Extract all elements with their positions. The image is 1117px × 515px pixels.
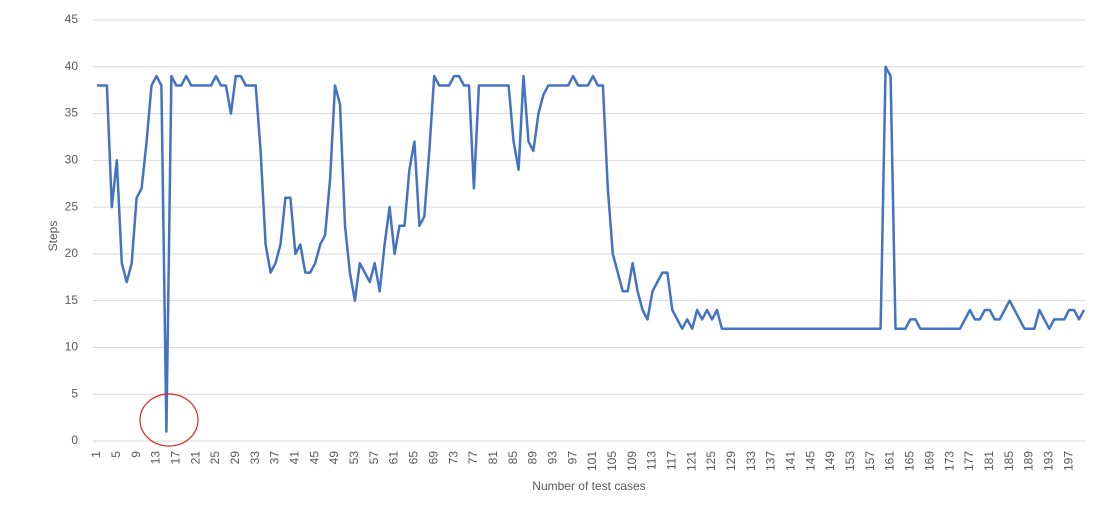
x-tick-label: 181: [982, 451, 996, 471]
x-tick-label: 149: [823, 451, 837, 471]
y-tick-label: 0: [71, 433, 78, 447]
x-tick-label: 173: [942, 451, 956, 471]
y-tick-label: 5: [71, 386, 78, 400]
x-tick-label: 17: [168, 451, 182, 465]
x-tick-label: 29: [228, 451, 242, 465]
x-tick-label: 193: [1041, 451, 1055, 471]
x-tick-label: 21: [188, 451, 202, 465]
y-tick-label: 45: [65, 12, 79, 26]
x-tick-label: 57: [367, 451, 381, 465]
highlight-circle: [139, 393, 199, 447]
x-tick-label: 53: [347, 451, 361, 465]
y-tick-label: 15: [65, 293, 79, 307]
x-tick-label: 153: [843, 451, 857, 471]
x-tick-label: 85: [506, 451, 520, 465]
y-tick-label: 40: [65, 59, 79, 73]
x-tick-label: 141: [784, 451, 798, 471]
x-tick-label: 93: [545, 451, 559, 465]
x-tick-label: 197: [1061, 451, 1075, 471]
x-tick-label: 165: [903, 451, 917, 471]
x-tick-label: 157: [863, 451, 877, 471]
y-tick-label: 10: [65, 340, 79, 354]
x-tick-label: 125: [704, 451, 718, 471]
x-tick-label: 189: [1022, 451, 1036, 471]
x-tick-label: 73: [446, 451, 460, 465]
x-tick-label: 185: [1002, 451, 1016, 471]
y-axis-title: Steps: [46, 221, 60, 252]
x-tick-label: 101: [585, 451, 599, 471]
x-tick-label: 9: [129, 451, 143, 458]
y-tick-label: 25: [65, 199, 79, 213]
x-tick-label: 69: [426, 451, 440, 465]
y-tick-label: 35: [65, 106, 79, 120]
x-tick-label: 113: [645, 451, 659, 470]
x-tick-label: 89: [526, 451, 540, 465]
x-tick-label: 97: [565, 451, 579, 465]
x-tick-label: 77: [466, 451, 480, 465]
x-tick-label: 5: [109, 451, 123, 458]
x-tick-label: 117: [664, 451, 678, 470]
data-line: [97, 65, 1086, 433]
x-tick-label: 129: [724, 451, 738, 471]
x-axis-title: Number of test cases: [532, 479, 645, 493]
x-tick-label: 177: [962, 451, 976, 471]
x-tick-label: 45: [307, 451, 321, 465]
x-tick-label: 109: [625, 451, 639, 471]
x-tick-label: 37: [268, 451, 282, 465]
x-tick-label: 121: [684, 451, 698, 471]
x-tick-label: 65: [407, 451, 421, 465]
x-tick-label: 41: [288, 451, 302, 465]
y-tick-label: 30: [65, 153, 79, 167]
x-tick-label: 13: [149, 451, 163, 465]
x-tick-label: 1: [89, 451, 103, 458]
x-tick-label: 49: [327, 451, 341, 465]
x-tick-label: 133: [744, 451, 758, 471]
x-tick-label: 25: [208, 451, 222, 465]
x-tick-label: 169: [922, 451, 936, 471]
x-tick-label: 33: [248, 451, 262, 465]
x-tick-label: 81: [486, 451, 500, 465]
x-tick-label: 161: [883, 451, 897, 471]
x-tick-label: 105: [605, 451, 619, 471]
x-tick-label: 61: [387, 451, 401, 465]
y-tick-label: 20: [65, 246, 79, 260]
x-tick-label: 137: [764, 451, 778, 471]
x-tick-label: 145: [803, 451, 817, 471]
